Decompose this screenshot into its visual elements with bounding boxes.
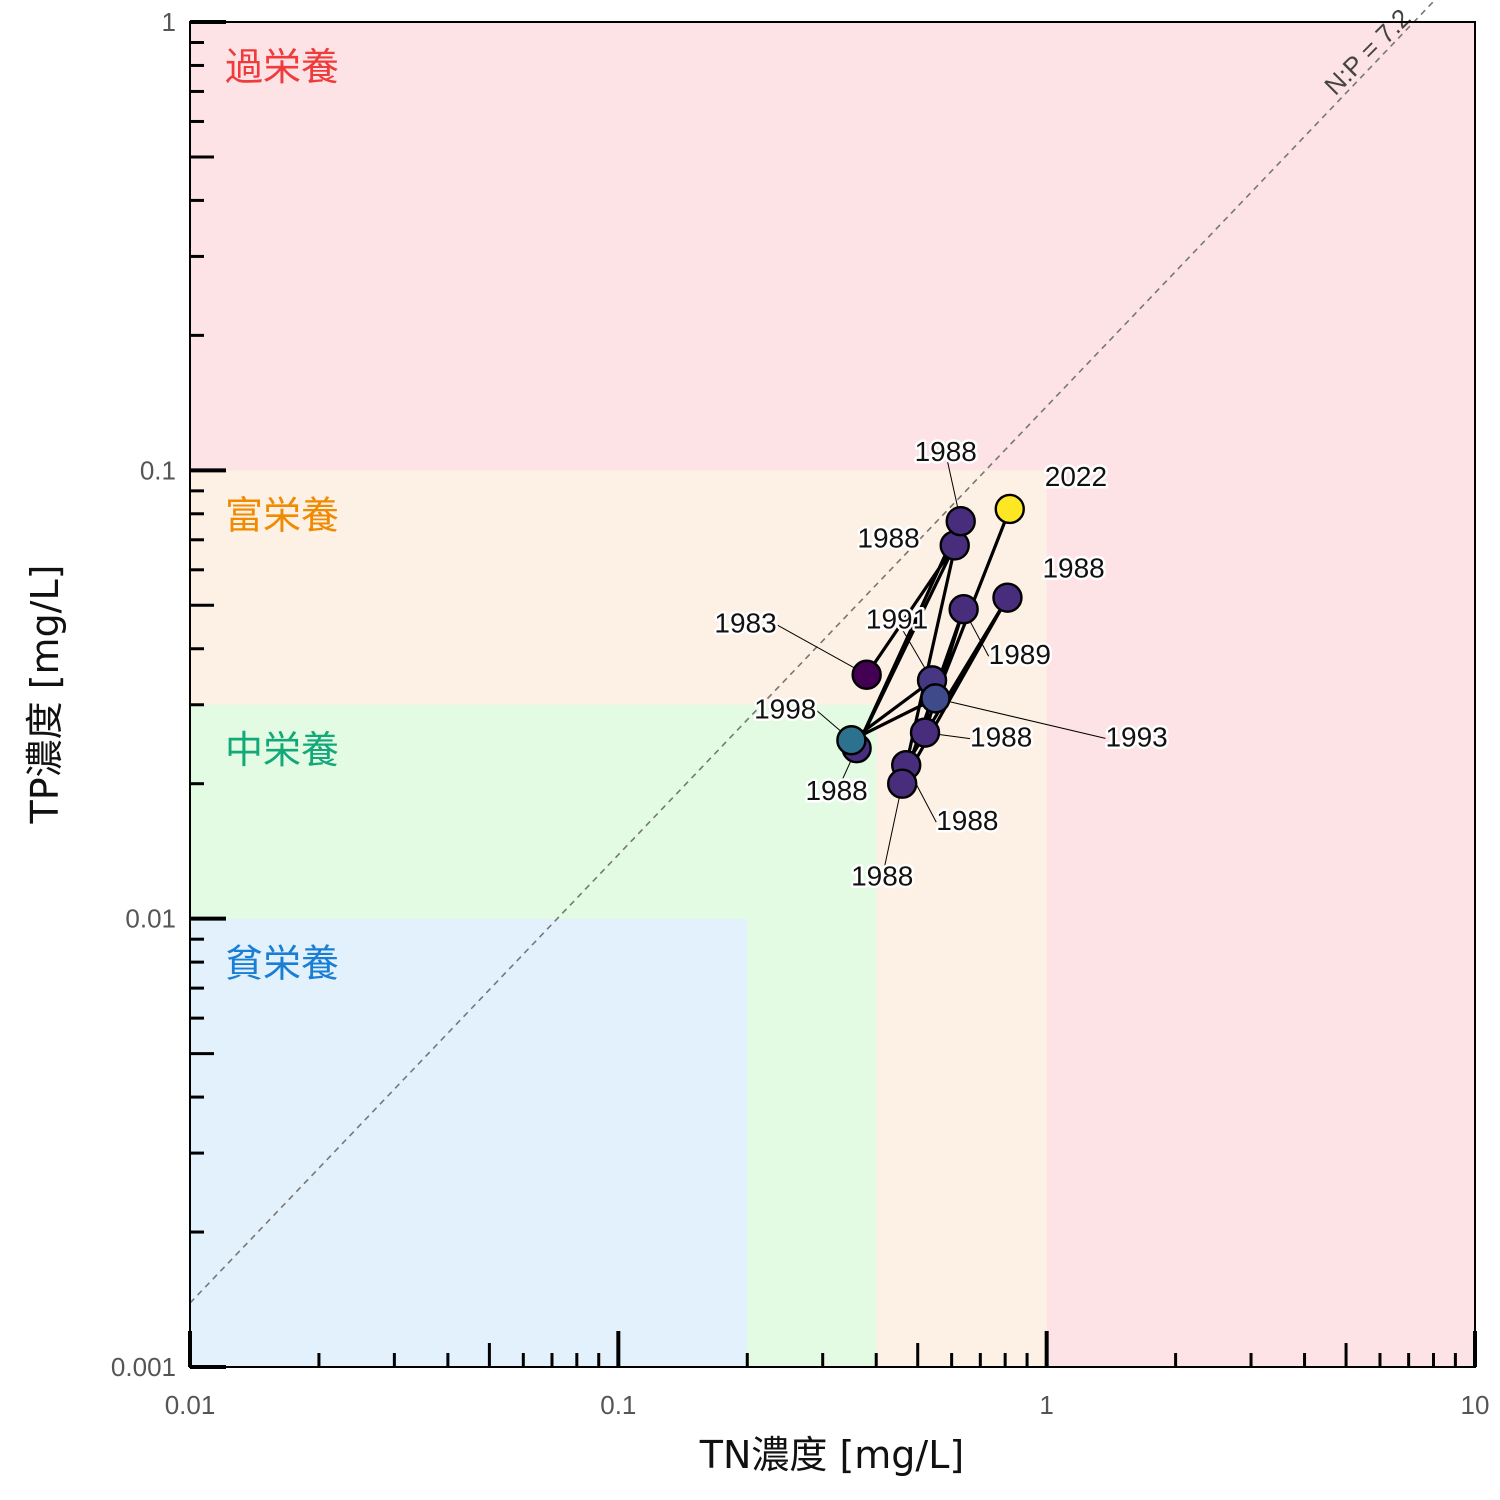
- trophic-zones: [190, 22, 1475, 1367]
- point-label: 1988: [805, 775, 867, 806]
- data-point: [945, 506, 976, 537]
- data-points: [836, 493, 1025, 799]
- point-label: 1988: [936, 805, 998, 836]
- zone-label-1: 富栄養: [225, 493, 339, 537]
- point-label: 1998: [754, 693, 816, 724]
- plot-frame: [189, 21, 1476, 1368]
- y-tick-label: 0.001: [111, 1352, 176, 1382]
- np-ratio-line: [189, 0, 1437, 1304]
- y-tick-label: 0.01: [125, 904, 176, 934]
- data-point: [994, 493, 1025, 525]
- zone-3: [190, 918, 748, 1367]
- point-label: 1988: [915, 436, 977, 467]
- data-point: [948, 594, 979, 625]
- y-tick-label: 0.1: [140, 455, 176, 485]
- y-tick-label: 1: [162, 7, 176, 37]
- point-label: 1988: [857, 522, 919, 553]
- x-tick-label: 10: [1461, 1390, 1490, 1420]
- point-label: 1988: [970, 722, 1032, 753]
- point-label: 1993: [1105, 721, 1167, 752]
- leader-line: [881, 783, 903, 878]
- point-label: 1988: [1042, 553, 1104, 584]
- data-point: [992, 582, 1023, 613]
- x-axis-title: TN濃度 [mg/L]: [699, 1433, 964, 1477]
- point-label: 1983: [714, 608, 776, 639]
- point-label: 2022: [1045, 461, 1107, 492]
- zone-label-2: 中栄養: [225, 728, 339, 772]
- data-point: [887, 768, 918, 799]
- point-label: 1991: [866, 603, 928, 634]
- axes: 0.01 0.1 1 10 0.001 0.01 0.1 1: [111, 7, 1490, 1420]
- x-tick-label: 1: [1039, 1390, 1053, 1420]
- zone-label-0: 過栄養: [225, 45, 339, 89]
- point-labels: 1983 1988 1988 1988 1989 1991 1993 1988 1988 1988…: [712, 434, 1170, 894]
- leader-line: [935, 697, 1106, 739]
- zone-label-3: 貧栄養: [225, 942, 339, 986]
- y-axis-title: TP濃度 [mg/L]: [23, 565, 67, 825]
- data-point: [909, 717, 941, 748]
- data-point: [851, 659, 882, 690]
- point-label: 1989: [989, 639, 1051, 670]
- leader-line: [776, 624, 867, 676]
- point-label: 1988: [851, 861, 913, 892]
- data-point: [836, 725, 867, 756]
- x-tick-label: 0.1: [600, 1390, 636, 1420]
- x-tick-label: 0.01: [165, 1390, 216, 1420]
- data-point: [920, 683, 951, 714]
